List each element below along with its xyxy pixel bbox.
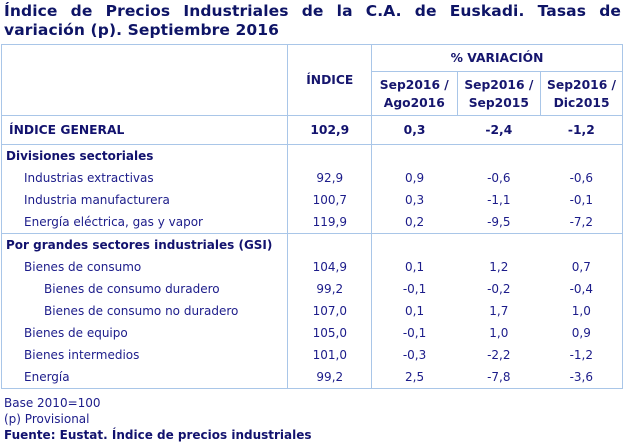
row-indice: 104,9 [287, 256, 373, 278]
row-label: Bienes de equipo [0, 322, 289, 344]
table-row: Bienes de equipo 105,0 -0,1 1,0 0,9 [0, 322, 623, 344]
row-indice: 105,0 [287, 322, 373, 344]
table-title: Índice de Precios Industriales de la C.A… [4, 2, 621, 39]
section-header-row: Por grandes sectores industriales (GSI) [0, 233, 623, 257]
table-row: Energía eléctrica, gas y vapor 119,9 0,2… [0, 211, 623, 234]
row-label: Bienes intermedios [0, 344, 289, 366]
header-sep-ago: Sep2016 /Ago2016 [371, 71, 458, 116]
row-var-1: -0,3 [371, 344, 458, 366]
row-label: Energía eléctrica, gas y vapor [0, 211, 289, 234]
row-var-2: -2,4 [457, 115, 541, 145]
row-var-1: 2,5 [371, 366, 458, 389]
row-label: Energía [0, 366, 289, 389]
header-sep-sep: Sep2016 /Sep2015 [456, 71, 542, 116]
table-row: Bienes de consumo no duradero 107,0 0,1 … [0, 300, 623, 322]
row-var-3: 1,0 [540, 300, 623, 322]
header-empty-cell [0, 44, 289, 116]
empty-cell [540, 144, 623, 167]
row-var-3: -1,2 [540, 115, 623, 145]
row-indice: 107,0 [287, 300, 373, 322]
table-row: Industria manufacturera 100,7 0,3 -1,1 -… [0, 189, 623, 211]
row-indice: 102,9 [287, 115, 373, 145]
row-var-2: -2,2 [487, 348, 511, 362]
price-index-table: ÍNDICE % VARIACIÓN Sep2016 /Ago2016 Sep2… [0, 44, 623, 389]
row-var-1: 0,2 [371, 211, 458, 234]
source-note: Fuente: Eustat. Índice de precios indust… [4, 428, 312, 442]
row-var-3: -1,2 [540, 344, 623, 366]
empty-cell [371, 233, 458, 256]
header-indice: ÍNDICE [287, 44, 373, 116]
row-var-2: 1,2 [489, 260, 509, 274]
row-var-3: -0,6 [540, 167, 623, 189]
table-row: Bienes de consumo duradero 99,2 -0,1 -0,… [0, 278, 623, 300]
row-var-1: 0,1 [371, 256, 458, 278]
row-var-1: -0,1 [371, 278, 458, 300]
table-row: Energía 99,2 2,5 -7,8 -3,6 [0, 366, 623, 389]
row-var-3: -7,2 [540, 211, 623, 234]
row-var-2: 1,7 [489, 304, 509, 318]
provisional-note: (p) Provisional [4, 412, 90, 426]
row-var-3: -3,6 [540, 366, 623, 389]
row-label: Bienes de consumo duradero [0, 278, 289, 300]
row-indice: 92,9 [287, 167, 373, 189]
row-var-1: 0,3 [371, 189, 458, 211]
row-var-3: 0,7 [540, 256, 623, 278]
row-var-3: 0,9 [540, 322, 623, 344]
row-indice: 100,7 [287, 189, 373, 211]
row-indice: 99,2 [287, 278, 373, 300]
section-header-row: Divisiones sectoriales [0, 144, 623, 168]
row-label: Bienes de consumo no duradero [0, 300, 289, 322]
empty-cell [457, 145, 541, 168]
table-footer: Base 2010=100 (p) Provisional Fuente: Eu… [4, 395, 312, 443]
row-label: ÍNDICE GENERAL [0, 115, 289, 145]
empty-cell [371, 144, 458, 167]
row-indice: 119,9 [287, 211, 373, 234]
table-row-general: ÍNDICE GENERAL 102,9 0,3 -2,4 -1,2 [0, 115, 623, 145]
row-var-2: -0,2 [487, 282, 511, 296]
base-note: Base 2010=100 [4, 396, 101, 410]
row-var-1: 0,9 [371, 167, 458, 189]
row-var-2: -7,8 [457, 366, 541, 389]
row-indice: 99,2 [287, 366, 373, 389]
row-var-2: -0,6 [487, 171, 511, 185]
table-row: Bienes de consumo 104,9 0,1 1,2 0,7 [0, 256, 623, 278]
section-label: Divisiones sectoriales [0, 144, 289, 167]
row-var-2: -9,5 [457, 211, 541, 234]
empty-cell [457, 234, 541, 257]
table-row: Bienes intermedios 101,0 -0,3 -2,2 -1,2 [0, 344, 623, 366]
empty-cell [287, 233, 373, 256]
row-label: Bienes de consumo [0, 256, 289, 278]
table-row: Industrias extractivas 92,9 0,9 -0,6 -0,… [0, 167, 623, 189]
row-var-2: 1,0 [489, 326, 509, 340]
row-var-3: -0,1 [540, 189, 623, 211]
row-label: Industrias extractivas [0, 167, 289, 189]
row-var-1: -0,1 [371, 322, 458, 344]
empty-cell [540, 233, 623, 256]
row-var-3: -0,4 [540, 278, 623, 300]
row-var-1: 0,1 [371, 300, 458, 322]
row-var-1: 0,3 [371, 115, 458, 145]
header-variacion: % VARIACIÓN [371, 44, 623, 72]
row-indice: 101,0 [287, 344, 373, 366]
empty-cell [287, 144, 373, 167]
header-sep-dic: Sep2016 /Dic2015 [540, 71, 623, 116]
row-label: Industria manufacturera [0, 189, 289, 211]
section-label: Por grandes sectores industriales (GSI) [0, 233, 289, 256]
row-var-2: -1,1 [487, 193, 511, 207]
